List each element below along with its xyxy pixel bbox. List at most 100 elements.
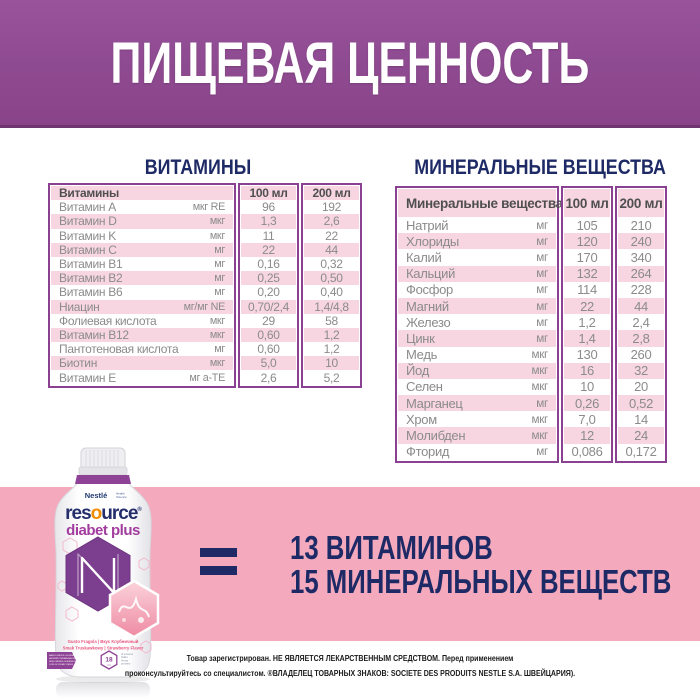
minerals-section-title: МИНЕРАЛЬНЫЕ ВЕЩЕСТВА	[414, 156, 666, 179]
nutrient-unit: мкг	[209, 328, 225, 341]
nutrient-unit: мкг	[209, 357, 225, 370]
nestle-logo: Nestlé	[85, 491, 108, 500]
nutrient-unit: мг	[214, 286, 225, 299]
table-row: 0,086	[564, 444, 610, 460]
svg-text:NISKI INDEKS GLIKEMICZNY: NISKI INDEKS GLIKEMICZNY	[49, 661, 79, 663]
value-200ml: 24	[634, 428, 648, 444]
nutrient-name: Пантотеновая кислота	[59, 342, 179, 357]
value-200ml: 0,50	[320, 271, 343, 286]
nutrient-unit: мг	[536, 299, 548, 313]
table-row: Витамин B2 мг	[51, 271, 233, 286]
table-header-row: 100 мл	[241, 186, 296, 201]
value-100ml: 7,0	[578, 411, 596, 427]
nutrient-unit: мг	[536, 267, 548, 281]
nutrient-unit: мг	[536, 218, 548, 232]
protein-badge: 18 г/л di proteine białko белка proteins	[100, 650, 134, 670]
table-row: Марганец мг	[398, 395, 556, 412]
value-200ml: 2,4	[632, 314, 650, 330]
table-row: 0,20	[241, 285, 296, 299]
table-row: 264	[618, 265, 664, 282]
nutrient-unit: мг	[214, 258, 225, 271]
column-header: 100 мл	[249, 186, 288, 201]
svg-text:BASSO INDICE GLICEMICO: BASSO INDICE GLICEMICO	[49, 654, 78, 657]
value-100ml: 170	[576, 249, 598, 265]
value-200ml: 58	[325, 313, 338, 328]
table-row: Фолиевая кислота мкг	[51, 314, 233, 328]
value-100ml: 22	[262, 242, 275, 257]
table-row: 22	[304, 229, 359, 243]
table-row: 1,3	[241, 214, 296, 229]
nutrient-unit: мг	[214, 243, 225, 256]
value-100ml: 120	[576, 233, 598, 249]
value-200ml: 340	[630, 249, 652, 265]
nutrient-name: Витамин K	[59, 228, 116, 243]
table-row: 32	[618, 362, 664, 379]
table-row: Витамин C мг	[51, 242, 233, 257]
nutrient-name: Йод	[406, 363, 429, 379]
table-row: Ниацин мг/мг NE	[51, 299, 233, 314]
strawberry-hexagon	[108, 579, 160, 639]
svg-text:18: 18	[105, 657, 113, 664]
table-row: Йод мкг	[398, 362, 556, 379]
nutrient-name: Фолиевая кислота	[59, 313, 157, 328]
per-100ml-column: 100 мл 105 120 170 132 114 22 1,2 1,4 130 16 10 0,26…	[561, 186, 613, 463]
value-100ml: 11	[262, 228, 275, 243]
table-row: Витамин K мкг	[51, 229, 233, 243]
table-row: Магний мг	[398, 297, 556, 315]
nutrient-unit: мг	[536, 315, 548, 329]
footnote-line-1: Товар зарегистрирован. НЕ ЯВЛЯЕТСЯ ЛЕКАР…	[186, 654, 514, 663]
table-row: 228	[618, 282, 664, 298]
nutrient-name: Хром	[406, 411, 437, 427]
table-row: 192	[304, 200, 359, 214]
value-200ml: 0,172	[625, 444, 657, 460]
table-row: 12	[564, 427, 610, 444]
value-100ml: 1,3	[260, 214, 277, 229]
nutrient-unit: мкг	[531, 429, 548, 443]
minerals-table: Минеральные вещества Натрий мг Хлориды мг Кал…	[395, 186, 667, 463]
nutrient-name: Витамин B1	[59, 257, 123, 272]
nutrient-unit: мкг	[209, 314, 225, 327]
nutrient-name: Витамин A	[59, 200, 116, 215]
nutrient-unit: мг a-TE	[189, 371, 225, 384]
nutrient-unit: мкг	[531, 380, 548, 394]
svg-text:белка: белка	[121, 658, 129, 662]
value-200ml: 44	[325, 242, 338, 257]
nutrient-unit: мг	[536, 250, 548, 264]
table-title: Минеральные вещества	[406, 195, 563, 211]
table-row: Калий мг	[398, 249, 556, 265]
table-row: Хром мкг	[398, 411, 556, 427]
table-row: 29	[241, 314, 296, 328]
value-200ml: 44	[634, 298, 648, 314]
value-100ml: 22	[580, 298, 594, 314]
table-row: Витамин E мг a-TE	[51, 370, 233, 385]
nutrient-unit: мг	[536, 445, 548, 459]
nutrient-name: Витамин B12	[59, 327, 129, 342]
table-row: 210	[618, 217, 664, 233]
product-bottle-image: Nestlé Health Science resource® diabet p…	[47, 447, 160, 698]
table-row: 132	[564, 265, 610, 282]
nutrient-name: Ниацин	[59, 299, 100, 314]
diabet-plus-label: diabet plus	[66, 522, 140, 539]
legal-footnote: Товар зарегистрирован. НЕ ЯВЛЯЕТСЯ ЛЕКАР…	[42, 651, 658, 681]
table-row: Витамин B12 мкг	[51, 327, 233, 343]
nutrient-name: Витамин B2	[59, 271, 123, 286]
resource-logo: resource®	[65, 503, 142, 524]
svg-text:białko: białko	[121, 655, 128, 659]
table-row: 0,172	[618, 444, 664, 460]
value-100ml: 0,26	[574, 395, 600, 411]
table-row: 0,50	[304, 271, 359, 286]
nutrient-name: Марганец	[406, 395, 463, 411]
table-row: 130	[564, 347, 610, 363]
table-row: 0,70/2,4	[241, 299, 296, 314]
value-200ml: 1,4/4,8	[314, 299, 349, 314]
nutrient-name: Кальций	[406, 266, 456, 282]
value-200ml: 20	[634, 379, 648, 395]
nutrient-unit: мкг	[531, 348, 548, 362]
nutrient-unit: мг	[536, 234, 548, 248]
table-row: 1,2	[304, 342, 359, 356]
nutrient-unit: мг	[536, 283, 548, 297]
page-title: ПИЩЕВАЯ ЦЕННОСТЬ	[110, 29, 590, 96]
value-100ml: 16	[580, 363, 594, 379]
table-row: Кальций мг	[398, 265, 556, 282]
claim-vitamins: 13 ВИТАМИНОВ	[290, 529, 493, 566]
